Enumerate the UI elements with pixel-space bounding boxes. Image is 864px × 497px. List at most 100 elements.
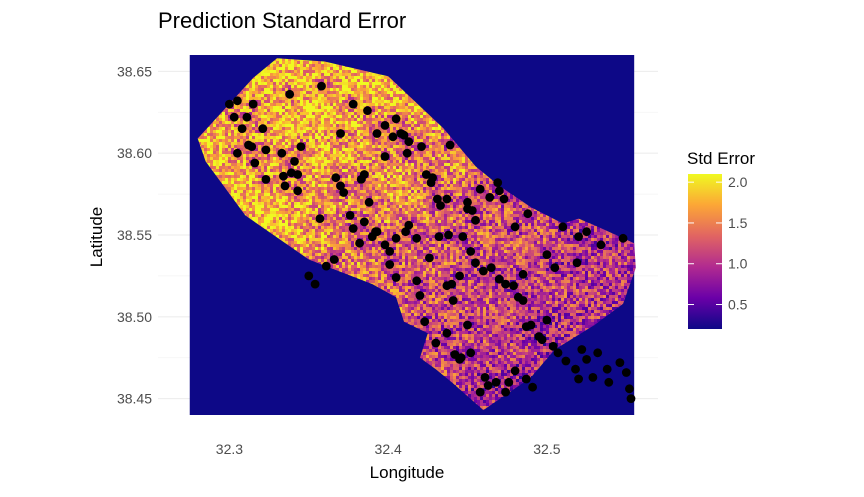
observation-point [616, 358, 625, 367]
observation-point [443, 281, 452, 290]
observation-point [449, 296, 458, 305]
observation-point [293, 186, 302, 195]
y-tick-label: 38.45 [117, 391, 152, 407]
observation-point [463, 204, 472, 213]
observation-point [571, 365, 580, 374]
observation-point [404, 137, 413, 146]
observation-point [458, 232, 467, 241]
observation-point [476, 388, 485, 397]
observation-point [476, 185, 485, 194]
legend: Std Error 0.51.01.52.0 [687, 149, 755, 329]
observation-point [479, 267, 488, 276]
legend-tick-label: 1.5 [728, 215, 748, 231]
chart-title: Prediction Standard Error [158, 8, 406, 33]
observation-point [297, 142, 306, 151]
observation-point [373, 129, 382, 138]
observation-point [330, 255, 339, 264]
observation-point [562, 357, 571, 366]
y-tick-label: 38.65 [117, 63, 152, 79]
observation-point [487, 263, 496, 272]
observation-point [287, 168, 296, 177]
observation-point [466, 247, 475, 256]
observation-point [250, 159, 259, 168]
observation-point [403, 149, 412, 158]
observation-point [346, 211, 355, 220]
observation-point [492, 378, 501, 387]
observation-point [523, 209, 532, 218]
observation-point [336, 182, 345, 191]
observation-point [412, 234, 421, 243]
x-tick-label: 32.5 [533, 441, 560, 457]
observation-point [365, 198, 374, 207]
observation-point [381, 152, 390, 161]
observation-point [522, 375, 531, 384]
observation-point [509, 281, 518, 290]
legend-colorbar [688, 174, 722, 329]
observation-point [625, 384, 634, 393]
observation-point [511, 366, 520, 375]
observation-point [381, 121, 390, 130]
observation-point [243, 113, 252, 122]
observation-point [392, 234, 401, 243]
observation-point [360, 170, 369, 179]
observation-point [554, 348, 563, 357]
observation-point [511, 222, 520, 231]
observation-point [435, 232, 444, 241]
observation-point [417, 142, 426, 151]
observation-point [577, 345, 586, 354]
y-tick-label: 38.50 [117, 309, 152, 325]
observation-point [233, 149, 242, 158]
y-axis-ticks: 38.45 38.50 38.55 38.60 38.65 [117, 63, 152, 406]
observation-point [404, 221, 413, 230]
observation-point [316, 214, 325, 223]
observation-point [349, 100, 358, 109]
observation-point [444, 231, 453, 240]
observation-point [466, 348, 475, 357]
observation-point [443, 329, 452, 338]
observation-point [495, 186, 504, 195]
observation-point [481, 373, 490, 382]
observation-point [349, 224, 358, 233]
observation-point [538, 335, 547, 344]
observation-point [471, 216, 480, 225]
y-tick-label: 38.60 [117, 145, 152, 161]
observation-point [262, 175, 271, 184]
observation-point [558, 222, 567, 231]
observation-point [392, 273, 401, 282]
observation-point [279, 172, 288, 181]
observation-point [582, 227, 591, 236]
observation-point [443, 195, 452, 204]
observation-point [336, 129, 345, 138]
observation-point [230, 113, 239, 122]
observation-point [311, 280, 320, 289]
observation-point [589, 373, 598, 382]
observation-point [416, 291, 425, 300]
observation-point [463, 321, 472, 330]
observation-point [322, 262, 331, 271]
observation-point [420, 317, 429, 326]
legend-tick-label: 2.0 [728, 174, 748, 190]
observation-point [597, 240, 606, 249]
observation-point [397, 129, 406, 138]
observation-point [574, 232, 583, 241]
y-axis-label: Latitude [87, 207, 106, 268]
observation-point [527, 321, 536, 330]
observation-point [258, 124, 267, 133]
observation-point [519, 270, 528, 279]
observation-point [389, 132, 398, 141]
observation-point [233, 96, 242, 105]
observation-point [574, 375, 583, 384]
observation-point [455, 272, 464, 281]
legend-tick-label: 0.5 [728, 297, 748, 313]
observation-point [317, 82, 326, 91]
observation-point [285, 90, 294, 99]
observation-point [392, 114, 401, 123]
observation-point [471, 258, 480, 267]
observation-point [528, 383, 537, 392]
observation-point [290, 157, 299, 166]
y-tick-label: 38.55 [117, 227, 152, 243]
observation-point [238, 124, 247, 133]
